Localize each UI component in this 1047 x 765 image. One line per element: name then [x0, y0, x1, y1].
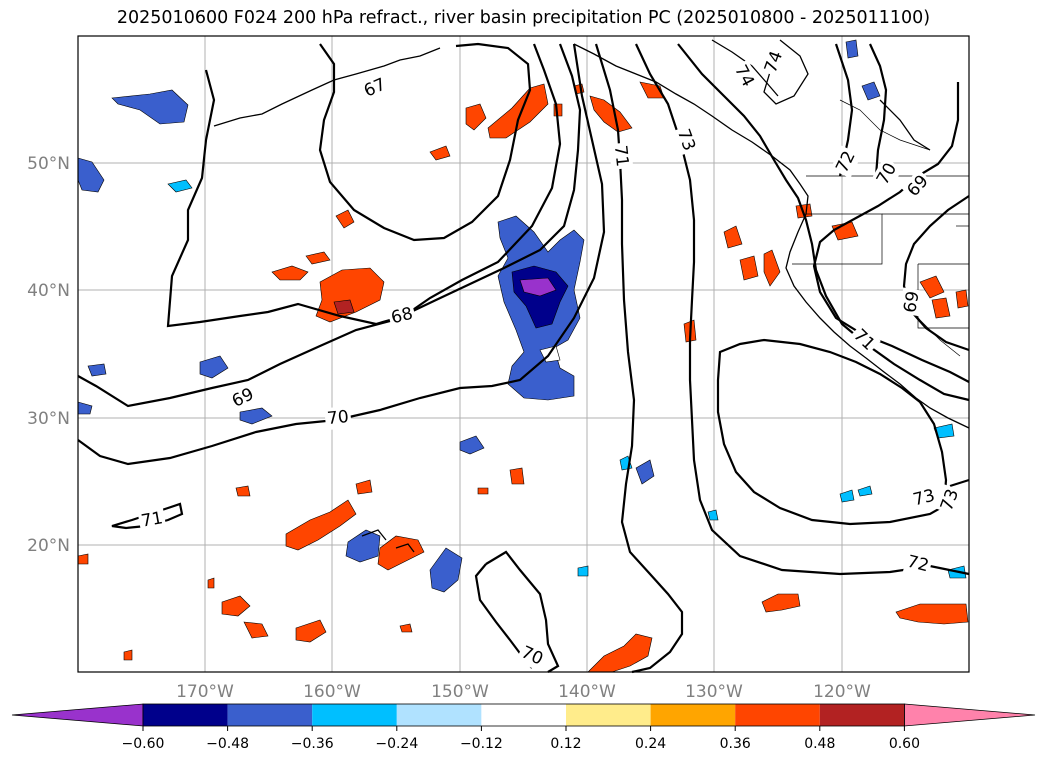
colorbar-segment	[566, 704, 651, 726]
colorbar-tick-label: 0.12	[550, 736, 581, 752]
contour-label: 69	[900, 290, 923, 315]
contour-label-halo	[226, 382, 260, 414]
contour-label-halo	[324, 405, 352, 431]
contour-label: 70	[326, 407, 350, 429]
colorbar-tick-label: −0.48	[206, 736, 249, 752]
colorbar-segment	[227, 704, 313, 726]
contour-label-halo	[871, 157, 903, 191]
colorbar-tick-label: −0.36	[291, 736, 334, 752]
contour-label-halo	[386, 302, 418, 330]
colorbar-segment	[312, 704, 397, 726]
colorbar-segment	[481, 704, 566, 726]
lon-tick-label: 130°W	[685, 682, 743, 702]
contour-label-halo	[671, 124, 701, 156]
colorbar-tick-label: −0.24	[375, 736, 418, 752]
contour-label-halo	[137, 506, 167, 534]
lon-tick-label: 170°W	[176, 682, 234, 702]
colorbar-extend-high	[904, 703, 1036, 727]
lon-tick-label: 160°W	[303, 682, 361, 702]
lat-tick-label: 40°N	[27, 281, 70, 301]
colorbar-segment	[396, 704, 482, 726]
colorbar-segments	[11, 703, 1036, 727]
map-border	[77, 35, 970, 673]
colorbar-tick-label: 0.36	[720, 736, 751, 752]
lon-axis: 170°W 160°W 150°W 140°W 130°W 120°W	[176, 682, 871, 702]
contour-label-halo	[935, 484, 965, 516]
contour-label: 71	[140, 508, 165, 531]
colorbar-segment	[650, 704, 736, 726]
contour-label-halo	[898, 287, 926, 317]
contour-label-halo	[847, 323, 881, 357]
colorbar-tick-label: 0.60	[889, 736, 920, 752]
colorbar-tick-label: −0.12	[460, 736, 503, 752]
contour-label: 71	[610, 144, 632, 168]
contour-label-halo	[608, 142, 634, 170]
contour-label-halo	[358, 72, 392, 104]
contour-label-halo	[902, 550, 934, 578]
negative-anomalies	[77, 39, 967, 593]
colorbar-segment	[143, 704, 228, 726]
positive-anomalies	[77, 81, 969, 673]
contour-label-halo	[901, 169, 935, 203]
lat-axis: 50°N 40°N 30°N 20°N	[27, 154, 70, 556]
contour-label-halo	[908, 484, 940, 512]
colorbar-ticks: −0.60 −0.48 −0.36 −0.24 −0.12 0.12 0.24 0.36 0.4…	[122, 726, 920, 752]
colorbar: −0.60 −0.48 −0.36 −0.24 −0.12 0.12 0.24 0.36 0.4…	[11, 703, 1036, 752]
colorbar-extend-low	[11, 703, 144, 727]
colorbar-segment	[819, 704, 905, 726]
colorbar-tick-label: 0.48	[804, 736, 835, 752]
lat-tick-label: 20°N	[27, 536, 70, 556]
colorbar-tick-label: 0.24	[635, 736, 666, 752]
contour-label-halo	[759, 46, 789, 78]
lat-tick-label: 30°N	[27, 409, 70, 429]
contour-label-halo	[830, 145, 862, 179]
contour-label-halo	[515, 640, 549, 672]
contour-label-halo	[728, 59, 760, 93]
colorbar-tick-label: −0.60	[122, 736, 165, 752]
lat-tick-label: 50°N	[27, 154, 70, 174]
lon-tick-label: 140°W	[558, 682, 616, 702]
lon-tick-label: 120°W	[813, 682, 871, 702]
map-title: 2025010600 F024 200 hPa refract., river …	[116, 8, 931, 28]
colorbar-segment	[735, 704, 820, 726]
colorbar-outline	[142, 703, 905, 727]
lon-tick-label: 150°W	[431, 682, 489, 702]
